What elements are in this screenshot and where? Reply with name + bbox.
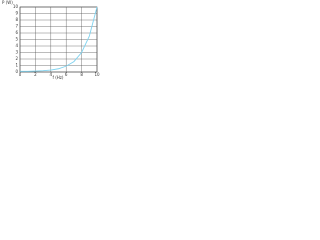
- y-tick-label: 1: [15, 63, 18, 68]
- y-tick-label: 7: [15, 24, 18, 29]
- y-tick-label: 8: [15, 17, 18, 22]
- y-tick-label: 0: [15, 69, 18, 74]
- chart-title: P (W): [2, 0, 13, 5]
- x-tick-label: 2: [34, 72, 37, 77]
- x-tick-label: 8: [80, 72, 83, 77]
- y-tick-label: 5: [15, 37, 18, 42]
- y-tick-label: 9: [15, 11, 18, 16]
- y-tick-label: 10: [13, 4, 19, 9]
- x-axis-label: f (Hz): [53, 75, 64, 80]
- x-tick-label: 10: [94, 72, 100, 77]
- y-tick-label: 6: [15, 30, 18, 35]
- line: [20, 6, 98, 72]
- y-tick-label: 4: [15, 43, 18, 48]
- x-tick-label: 6: [65, 72, 68, 77]
- x-tick-label: 0: [19, 72, 22, 77]
- y-tick-label: 2: [15, 56, 18, 61]
- x-tick-label: 4: [50, 72, 53, 77]
- y-tick-label: 3: [15, 50, 18, 55]
